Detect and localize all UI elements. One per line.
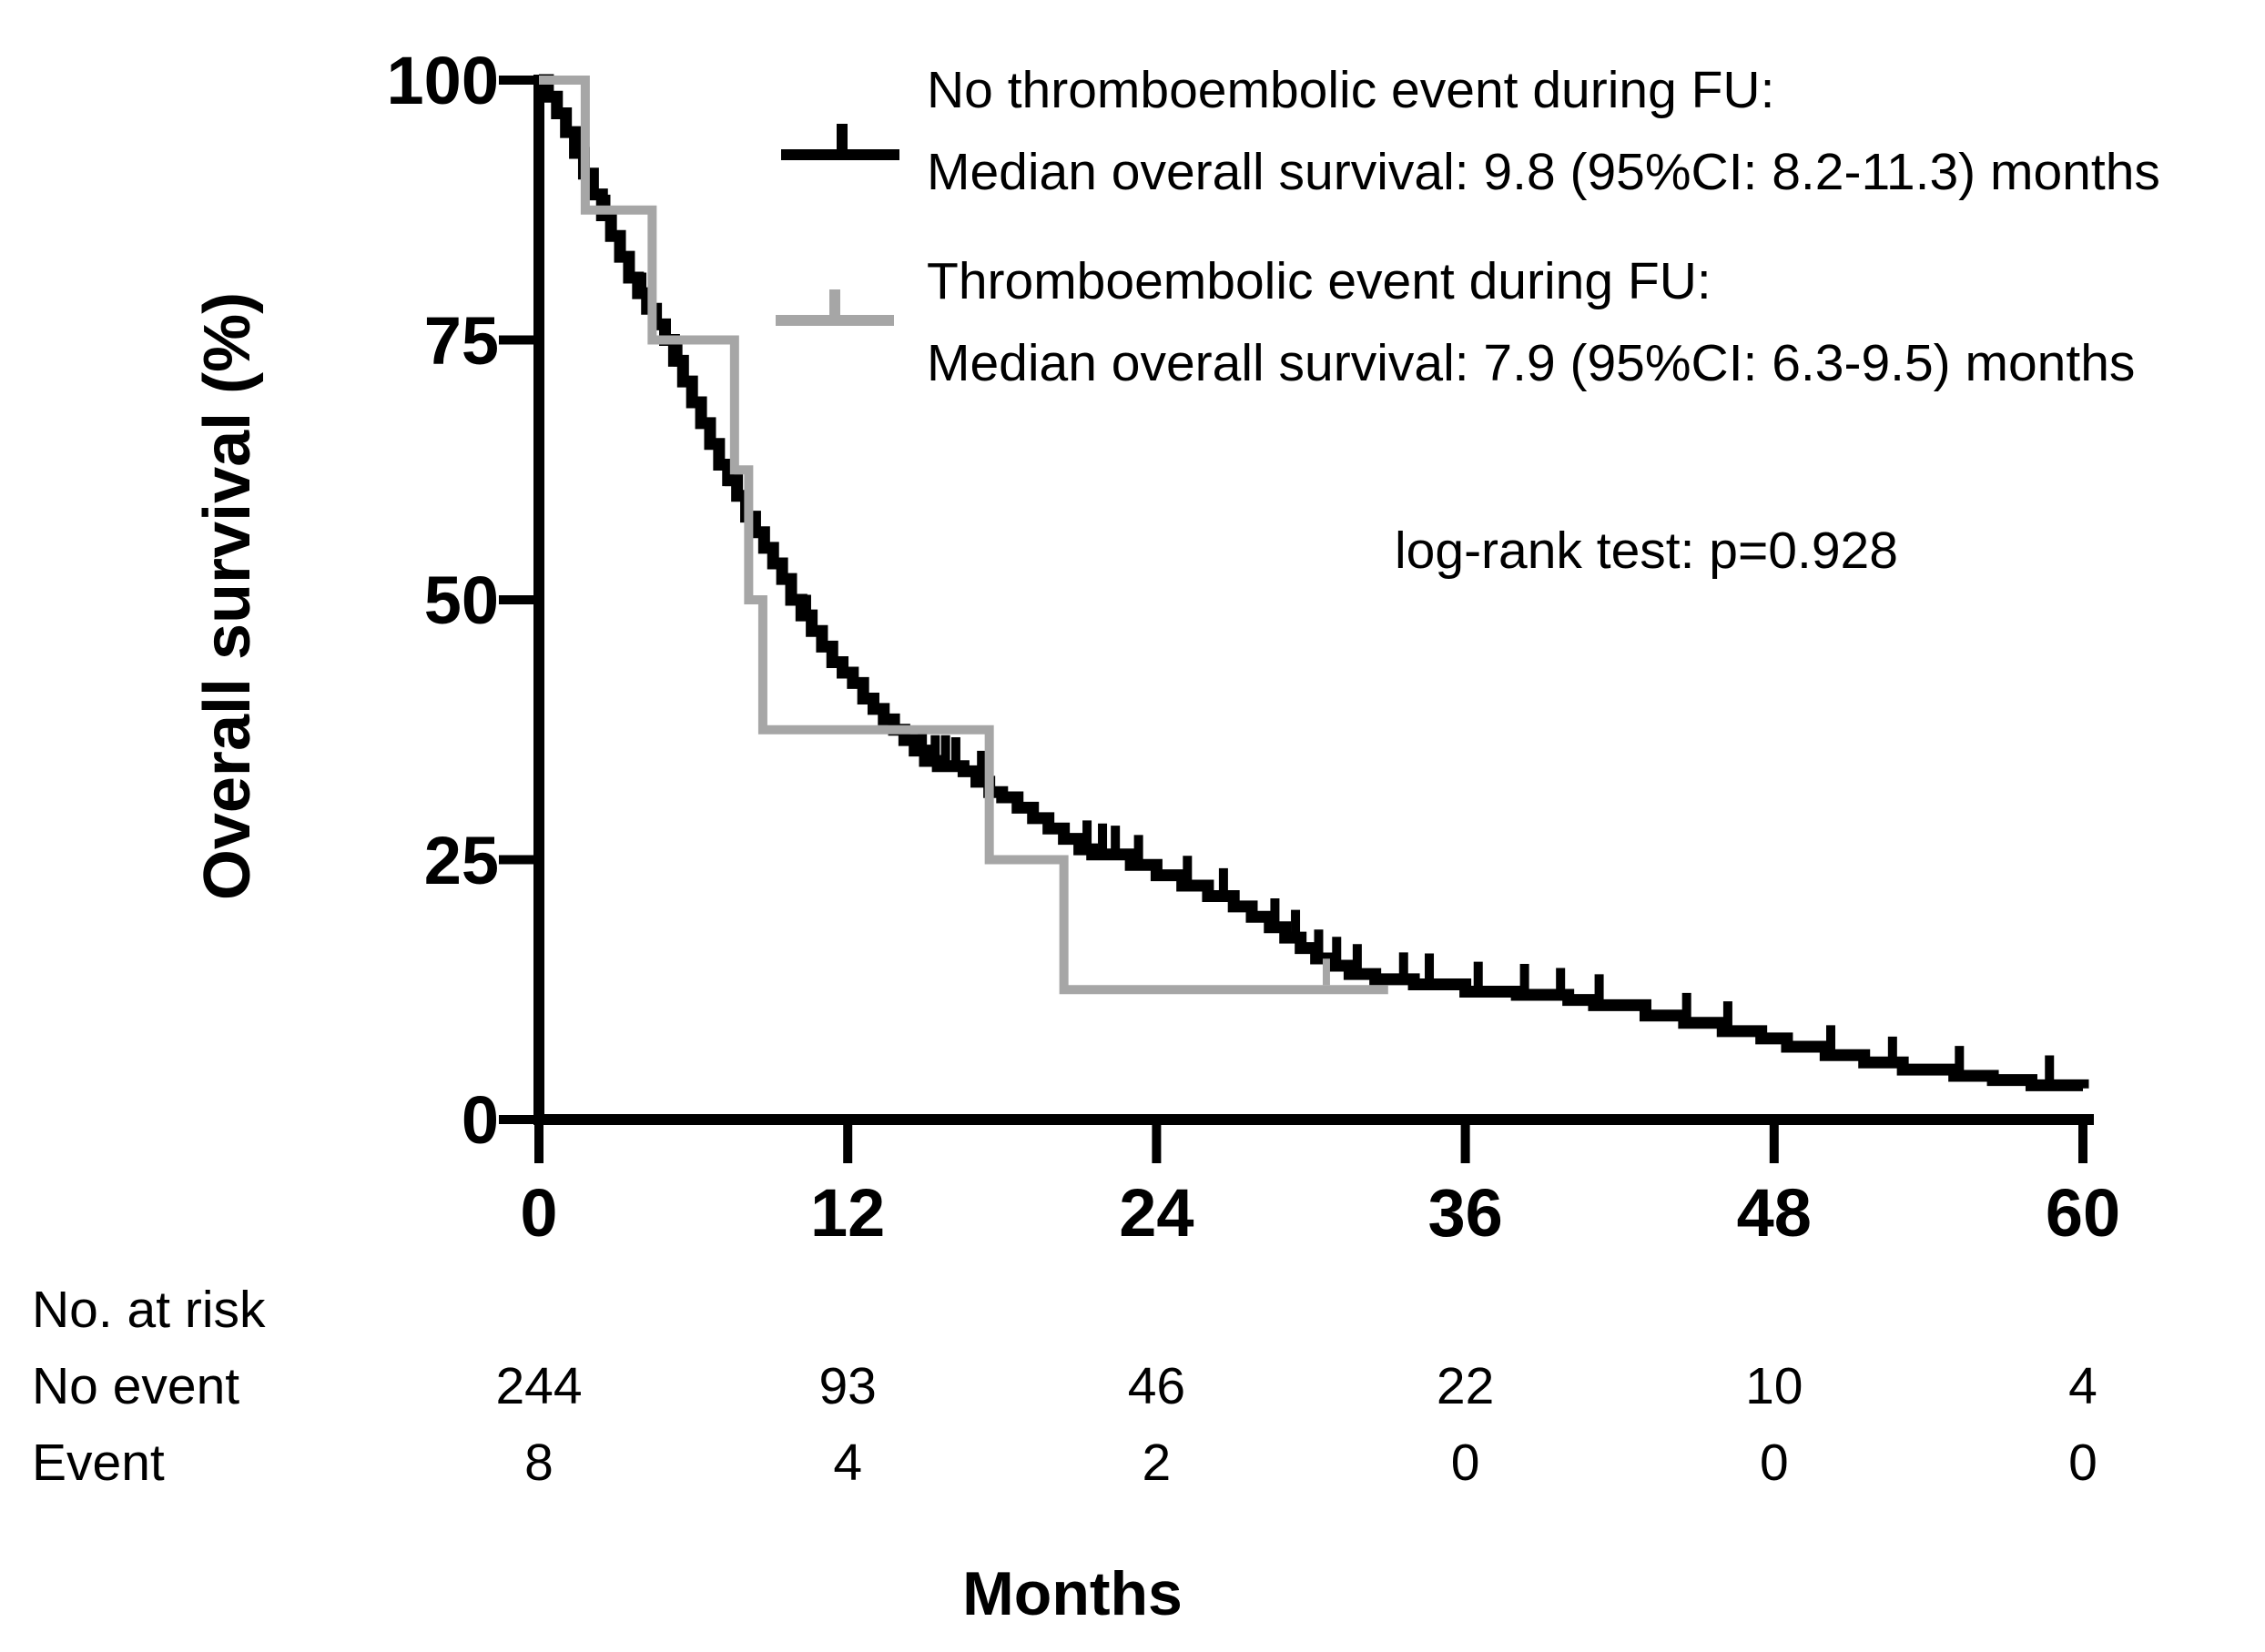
risk-cell-no-event-36mo: 22 bbox=[1436, 1357, 1495, 1415]
legend-series1-median: Median overall survival: 9.8 (95%CI: 8.2… bbox=[927, 143, 2160, 201]
legend-series2-median: Median overall survival: 7.9 (95%CI: 6.3… bbox=[927, 334, 2136, 392]
risk-cell-event-60mo: 0 bbox=[2068, 1434, 2097, 1492]
survival-curve-2 bbox=[539, 76, 1388, 995]
risk-cell-event-24mo: 2 bbox=[1142, 1434, 1172, 1492]
risk-cell-no-event-60mo: 4 bbox=[2068, 1357, 2097, 1415]
risk-cell-event-0mo: 8 bbox=[524, 1434, 554, 1492]
risk-cell-no-event-24mo: 46 bbox=[1127, 1357, 1186, 1415]
x-tick-label-60: 60 bbox=[2045, 1175, 2121, 1251]
x-tick-label-12: 12 bbox=[810, 1175, 886, 1251]
y-tick-label-75: 75 bbox=[423, 302, 499, 379]
y-tick-label-25: 25 bbox=[423, 822, 499, 898]
risk-row-label-event: Event bbox=[32, 1434, 165, 1492]
x-tick-label-24: 24 bbox=[1119, 1175, 1194, 1251]
risk-cell-event-12mo: 4 bbox=[833, 1434, 863, 1492]
y-axis-title: Overall survival (%) bbox=[191, 291, 264, 901]
y-tick-label-0: 0 bbox=[461, 1082, 499, 1158]
y-tick-label-50: 50 bbox=[423, 562, 499, 638]
legend-series2-name: Thromboembolic event during FU: bbox=[927, 252, 1711, 310]
risk-row-label-no-event: No event bbox=[32, 1357, 240, 1415]
survival-curve-1 bbox=[539, 74, 2089, 1091]
risk-cell-event-48mo: 0 bbox=[1759, 1434, 1789, 1492]
y-tick-label-100: 100 bbox=[386, 43, 499, 118]
x-axis-title: Months bbox=[962, 1559, 1183, 1628]
x-tick-label-48: 48 bbox=[1736, 1175, 1812, 1251]
risk-cell-no-event-48mo: 10 bbox=[1745, 1357, 1803, 1415]
logrank-annotation: log-rank test: p=0.928 bbox=[1395, 522, 1898, 580]
x-tick-label-0: 0 bbox=[520, 1175, 558, 1251]
legend-series1-name: No thromboembolic event during FU: bbox=[927, 61, 1775, 119]
risk-cell-no-event-0mo: 244 bbox=[495, 1357, 583, 1415]
risk-cell-no-event-12mo: 93 bbox=[818, 1357, 877, 1415]
x-tick-label-36: 36 bbox=[1427, 1175, 1503, 1251]
risk-cell-event-36mo: 0 bbox=[1450, 1434, 1480, 1492]
risk-table-title: No. at risk bbox=[32, 1281, 266, 1339]
